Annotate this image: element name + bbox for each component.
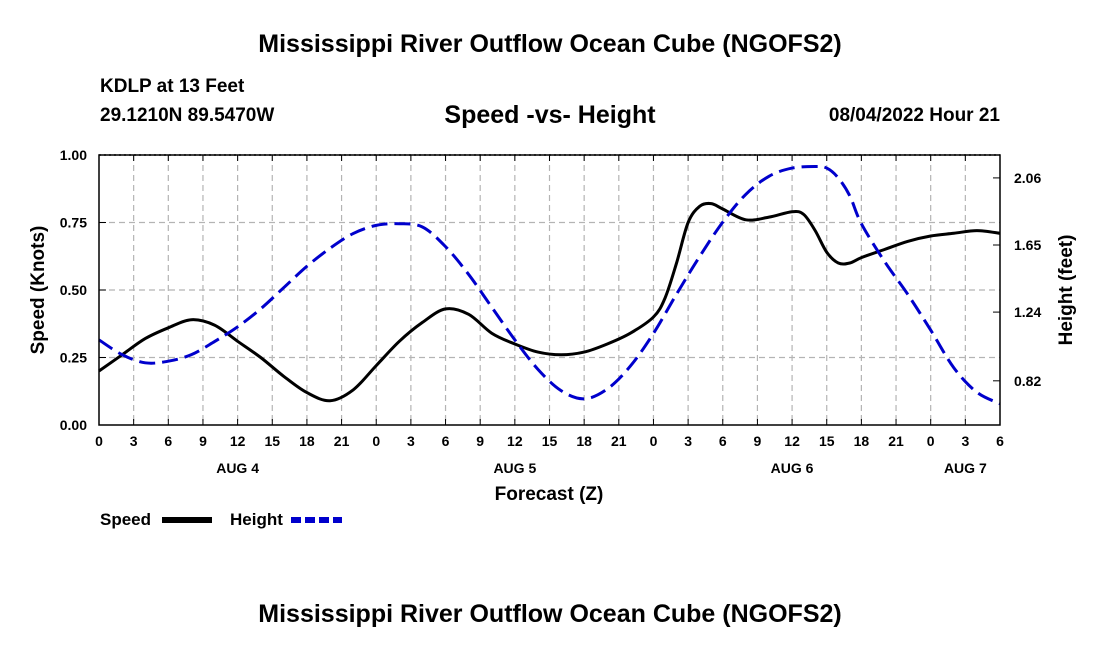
- x-tick-label: 6: [719, 433, 727, 449]
- series-line-height: [98, 164, 1001, 406]
- x-tick-label: 18: [299, 433, 315, 449]
- y-tick-label: 0.50: [60, 282, 87, 298]
- y-tick-label: 0.75: [60, 215, 87, 231]
- x-axis-title: Forecast (Z): [495, 484, 604, 505]
- x-tick-label: 3: [684, 433, 692, 449]
- x-tick-label: 6: [442, 433, 450, 449]
- legend-label-height: Height: [230, 510, 283, 529]
- y-tick-label: 1.00: [60, 147, 87, 163]
- x-tick-label: 3: [407, 433, 415, 449]
- x-tick-label: 15: [819, 433, 835, 449]
- legend-label-speed: Speed: [100, 510, 151, 529]
- y2-tick-label: 1.65: [1014, 237, 1041, 253]
- x-tick-label: 15: [264, 433, 280, 449]
- forecast-datetime: 08/04/2022 Hour 21: [828, 105, 1000, 126]
- y-tick-label: 0.25: [60, 350, 87, 366]
- x-date-label: AUG 7: [944, 460, 987, 476]
- x-date-label: AUG 6: [771, 460, 814, 476]
- x-tick-label: 9: [476, 433, 484, 449]
- grid: [99, 154, 1000, 425]
- x-tick-label: 0: [927, 433, 935, 449]
- x-tick-label: 21: [611, 433, 627, 449]
- x-tick-label: 18: [576, 433, 592, 449]
- series-layer: [98, 164, 1001, 406]
- y2-axis-title: Height (feet): [1056, 235, 1077, 346]
- chart-title: Mississippi River Outflow Ocean Cube (NG…: [258, 30, 842, 58]
- x-tick-label: 6: [164, 433, 172, 449]
- footer-title: Mississippi River Outflow Ocean Cube (NG…: [258, 600, 842, 628]
- x-tick-label: 21: [334, 433, 350, 449]
- x-tick-label: 12: [230, 433, 246, 449]
- y2-tick-label: 2.06: [1014, 170, 1041, 186]
- x-tick-label: 3: [130, 433, 138, 449]
- x-tick-label: 21: [888, 433, 904, 449]
- x-tick-label: 9: [754, 433, 762, 449]
- x-tick-label: 3: [961, 433, 969, 449]
- x-tick-label: 15: [542, 433, 558, 449]
- x-tick-label: 0: [95, 433, 103, 449]
- y-axis-title: Speed (Knots): [28, 226, 49, 355]
- series-line-speed: [98, 201, 1001, 403]
- y2-tick-label: 0.82: [1014, 373, 1041, 389]
- y2-tick-label: 1.24: [1014, 304, 1041, 320]
- station-label: KDLP at 13 Feet: [100, 76, 245, 97]
- x-tick-label: 9: [199, 433, 207, 449]
- x-date-label: AUG 5: [493, 460, 536, 476]
- legend: Speed Height: [100, 510, 342, 529]
- y-tick-label: 0.00: [60, 417, 87, 433]
- x-tick-label: 18: [854, 433, 870, 449]
- chart-subtitle: Speed -vs- Height: [444, 101, 656, 129]
- x-tick-label: 0: [372, 433, 380, 449]
- axis-ticks: 0 3 6 9 12 15 18 21 0 3 6 9 12 15 18 21 0 3 6 9 12 15 18 21 0 3 6A…: [60, 147, 1042, 476]
- x-tick-label: 0: [650, 433, 658, 449]
- x-tick-label: 12: [784, 433, 800, 449]
- x-date-label: AUG 4: [216, 460, 259, 476]
- x-tick-label: 6: [996, 433, 1004, 449]
- x-tick-label: 12: [507, 433, 523, 449]
- coordinates-label: 29.1210N 89.5470W: [100, 105, 275, 126]
